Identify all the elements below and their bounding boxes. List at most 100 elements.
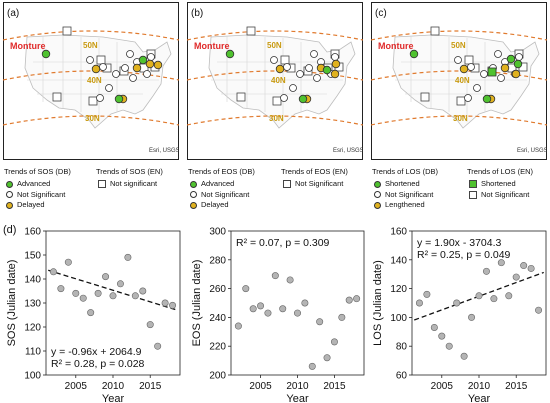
data-point [423,290,431,298]
chart-annotation: R² = 0.07, p = 0.309 [236,237,330,249]
not-significant-marker-icon [6,191,13,199]
latitude-30n-label: 30N [269,114,284,123]
chart-annotation: y = -0.96x + 2064.9 [51,346,142,358]
legend-label: Advanced [201,179,235,189]
data-point [64,258,72,266]
x-axis-label: Year [468,393,491,403]
latitude-40n-line [3,70,179,81]
station-marker [289,84,297,92]
station-marker [121,64,129,72]
legend-item: Not Significant [281,179,348,190]
y-tick-label: 260 [209,284,226,295]
station-delayed-marker [459,64,469,74]
station-square-marker [52,92,62,102]
station-marker [480,70,488,78]
data-point [453,299,461,307]
station-square-marker [246,26,256,36]
y-tick-label: 110 [25,347,41,358]
station-marker [494,50,502,58]
station-marker [464,94,472,102]
legend-en-b: Trends of EOS (EN) Not Significant [281,167,348,190]
station-square-marker [464,55,474,65]
legend-label: Shortened [481,179,516,189]
station-square-marker [88,96,98,106]
station-delayed-marker [500,63,510,73]
station-marker [129,74,137,82]
data-point [286,276,294,284]
map-panel-c: (c) Monture 50N 40N 30N Esri, USGS [371,2,547,160]
map-panel-label: (b) [191,8,203,19]
legend-item: Not significant [96,179,163,190]
station-marker [112,70,120,78]
chart-panel-label: (d) [3,224,16,236]
station-marker [96,94,104,102]
latitude-30n-label: 30N [85,114,100,123]
legend-en-a: Trends of SOS (EN) Not significant [96,167,163,190]
plot-area [45,230,181,376]
latitude-50n-label: 50N [451,41,466,50]
station-delayed-marker [91,64,101,74]
station-advanced-marker [322,65,332,75]
station-marker [296,70,304,78]
data-point [353,295,361,303]
legend-label: Not Significant [295,179,344,189]
delayed-marker-icon [190,201,197,209]
legend-db-b: Trends of EOS (DB) Advanced Not Signific… [188,167,255,211]
station-marker [126,50,134,58]
station-advanced-marker [513,59,523,69]
station-marker [147,53,155,61]
y-axis-label: EOS (Julian date) [191,260,203,347]
legend-item: Not Significant [372,190,438,201]
data-point [139,287,147,295]
legend-title: Trends of SOS (DB) [4,167,71,176]
latitude-40n-line [371,70,547,81]
data-point [512,273,520,281]
plot-area [230,230,365,376]
shortened-marker-icon [374,180,381,188]
station-marker [283,63,291,71]
data-point [527,264,535,272]
data-point [535,306,543,314]
data-point [330,338,338,346]
us-outline [208,34,356,129]
shortened-square-marker-icon [469,180,477,189]
station-marker [99,63,107,71]
data-point [94,289,102,297]
y-tick-label: 300 [209,227,226,238]
station-marker [331,53,339,61]
legend-db-c: Trends of LOS (DB) Shortened Not Signifi… [372,167,438,211]
y-tick-label: 80 [396,342,408,353]
data-point [460,352,468,360]
delayed-marker-icon [6,201,13,209]
monture-label: Monture [10,41,46,51]
map-svg-c: (c) Monture 50N 40N 30N Esri, USGS [371,2,547,160]
data-point [87,309,95,317]
data-point [72,289,80,297]
data-point [257,302,265,310]
latitude-40n-label: 40N [271,76,286,85]
map-svg-a: (a) Monture 50N 40N 30N Esri, USGS [3,2,179,160]
y-tick-label: 220 [209,342,226,353]
us-outline [24,34,172,129]
latitude-50n-line [187,30,363,41]
legend-label: Shortened [385,179,420,189]
station-advanced-marker [225,49,235,59]
map-svg-b: (b) Monture 50N 40N 30N Esri, USGS [187,2,363,160]
map-panel-b: (b) Monture 50N 40N 30N Esri, USGS [187,2,363,160]
latitude-50n-line [3,30,179,41]
station-delayed-marker [145,59,155,69]
x-axis-label: Year [286,393,309,403]
advanced-marker-icon [6,180,13,188]
data-point [445,342,453,350]
station-marker [313,74,321,82]
square-marker-icon [469,190,477,199]
y-axis-label: SOS (Julian date) [6,260,18,347]
data-point [438,332,446,340]
data-point [169,301,177,309]
chart-annotation: y = 1.90x - 3704.3 [417,237,502,249]
data-point [415,299,423,307]
data-point [475,292,483,300]
chart-annotation: R² = 0.25, p = 0.049 [417,249,511,261]
station-marker [305,64,313,72]
legend-label: Advanced [17,179,51,189]
